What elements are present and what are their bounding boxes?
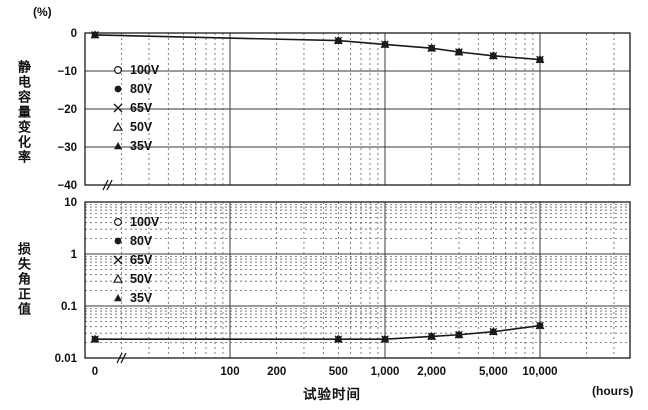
plot-frames: [84, 32, 631, 359]
svg-text:35V: 35V: [130, 139, 153, 153]
gridlines: [85, 33, 630, 358]
svg-text:50V: 50V: [130, 120, 153, 134]
svg-text:100V: 100V: [130, 215, 160, 229]
svg-text:1,000: 1,000: [371, 366, 400, 378]
svg-text:50V: 50V: [130, 272, 153, 286]
svg-text:65V: 65V: [130, 253, 153, 267]
svg-text:0.01: 0.01: [55, 353, 78, 365]
legend-bottom: 100V 80V 65V 50V 35V: [112, 215, 160, 305]
svg-text:−40: −40: [57, 180, 77, 192]
svg-text:−10: −10: [57, 66, 77, 78]
y-axis-title-bottom: 损失角正值: [16, 242, 31, 317]
x-axis-unit: (hours): [592, 384, 634, 398]
svg-text:0.1: 0.1: [61, 301, 78, 313]
legend-top: 100V 80V 65V 50V 35V: [112, 63, 160, 153]
axis-break-marks: [102, 179, 127, 364]
svg-text:35V: 35V: [130, 291, 153, 305]
tick-labels: 0 −10 −20 −30 −40 10 1 0.1 0.01 0 100 200 500 1,000 2,…: [55, 28, 558, 378]
svg-text:10,000: 10,000: [522, 366, 557, 378]
series-capacitance-change: [90, 30, 545, 64]
svg-text:100V: 100V: [130, 63, 160, 77]
svg-text:1: 1: [71, 249, 78, 261]
series-dissipation-factor: [90, 320, 545, 344]
svg-text:200: 200: [267, 366, 286, 378]
y-axis-unit-top: (%): [33, 5, 52, 19]
svg-text:80V: 80V: [130, 82, 153, 96]
svg-text:−30: −30: [57, 142, 77, 154]
svg-text:5,000: 5,000: [479, 366, 508, 378]
y-axis-title-top: 静电容量变化率: [16, 60, 31, 165]
svg-text:100: 100: [220, 366, 239, 378]
svg-text:0: 0: [71, 28, 77, 40]
svg-text:0: 0: [92, 366, 98, 378]
svg-text:500: 500: [329, 366, 348, 378]
svg-text:−20: −20: [57, 104, 77, 116]
svg-text:80V: 80V: [130, 234, 153, 248]
svg-text:2,000: 2,000: [417, 366, 446, 378]
svg-text:10: 10: [64, 197, 77, 209]
x-axis-title: 试验时间: [303, 387, 361, 402]
svg-text:65V: 65V: [130, 101, 153, 115]
